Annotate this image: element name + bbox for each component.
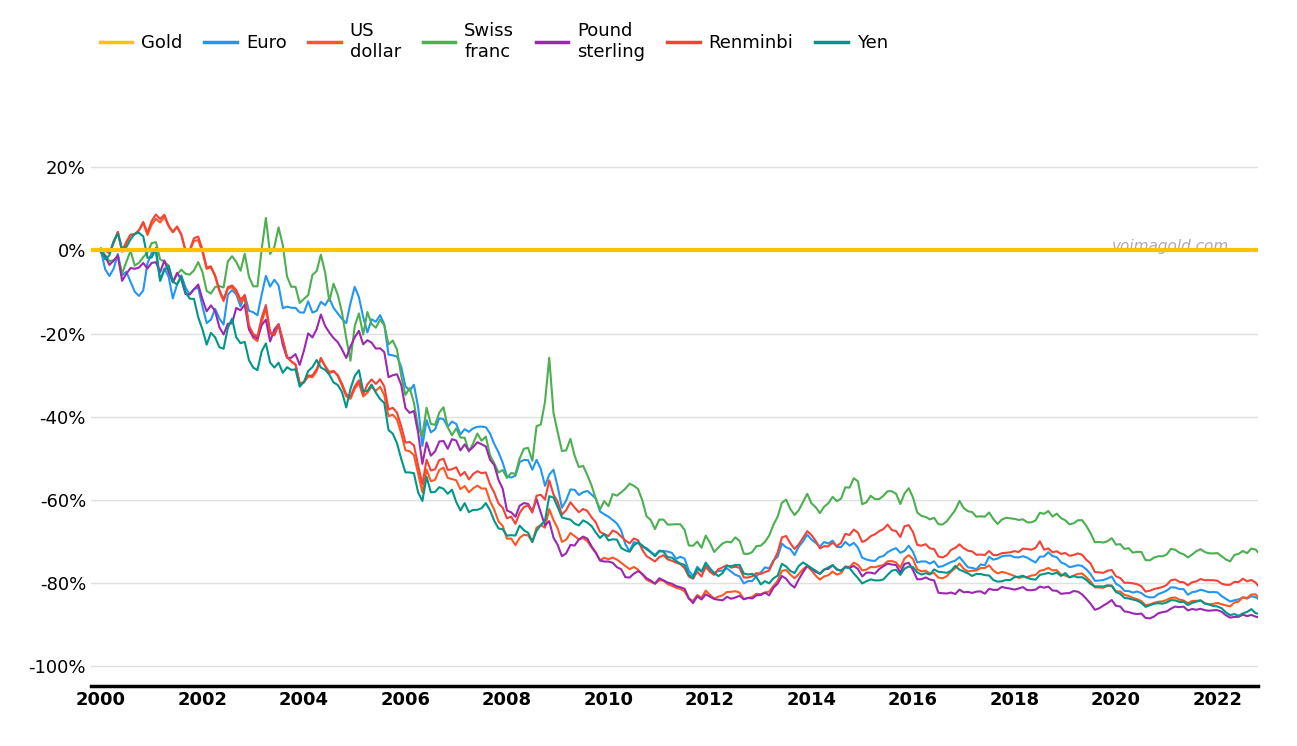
Legend: Gold, Euro, US
dollar, Swiss
franc, Pound
sterling, Renminbi, Yen: Gold, Euro, US dollar, Swiss franc, Poun… bbox=[100, 22, 888, 60]
Text: voimagold.com: voimagold.com bbox=[1112, 239, 1228, 254]
